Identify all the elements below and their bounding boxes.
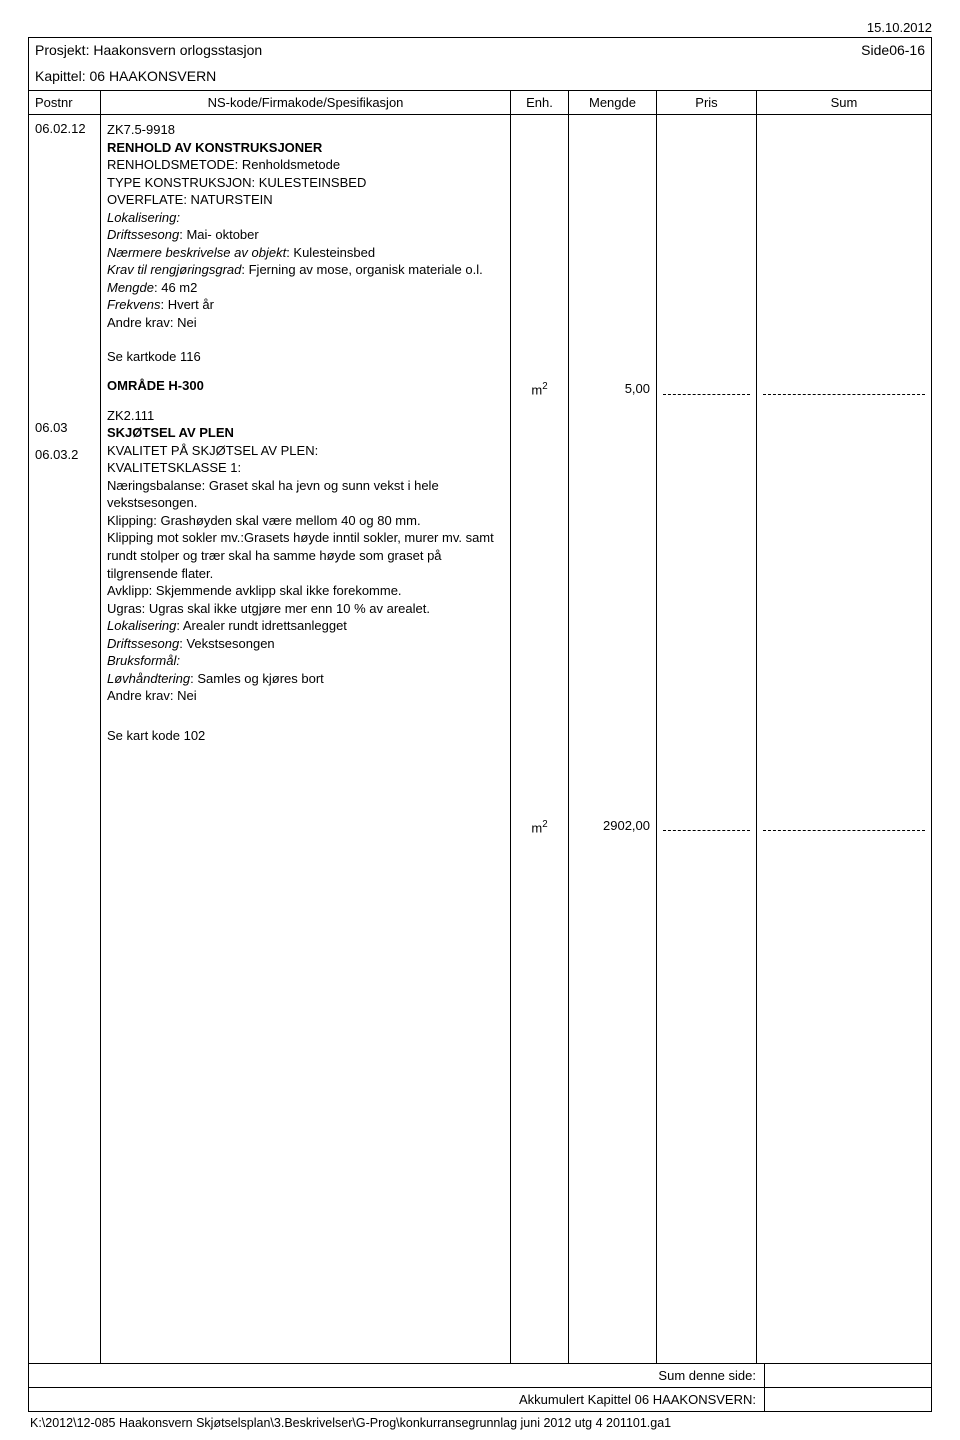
chapter-label: Kapittel: 06 HAAKONSVERN	[29, 60, 931, 90]
table-header: Postnr NS-kode/Firmakode/Spesifikasjon E…	[29, 91, 931, 115]
item1-pris-dash	[663, 377, 750, 395]
item1-l1: RENHOLDSMETODE: Renholdsmetode	[107, 156, 504, 174]
item2-i5: Andre krav: Nei	[107, 687, 504, 705]
item2-l7: Ugras: Ugras skal ikke utgjøre mer enn 1…	[107, 600, 504, 618]
col-mengde: Mengde	[569, 91, 657, 114]
area-title: OMRÅDE H-300	[107, 377, 504, 395]
col-postnr: Postnr	[29, 91, 101, 114]
item1-qty: 5,00	[569, 375, 656, 402]
item1-i6b: : Hvert år	[160, 297, 213, 312]
item2-l3: Næringsbalanse: Graset skal ha jevn og s…	[107, 477, 504, 512]
item2-l2: KVALITETSKLASSE 1:	[107, 459, 504, 477]
item2-unit: m2	[511, 813, 568, 841]
item1-ref: Se kartkode 116	[107, 348, 504, 366]
item2-sum-dash	[763, 813, 925, 831]
item1-l3: OVERFLATE: NATURSTEIN	[107, 191, 504, 209]
item1-title: RENHOLD AV KONSTRUKSJONER	[107, 139, 504, 157]
footer-sums: Sum denne side: Akkumulert Kapittel 06 H…	[29, 1363, 931, 1411]
item2-code: ZK2.111	[107, 407, 504, 425]
spec-item-2: ZK2.111 SKJØTSEL AV PLEN KVALITET PÅ SKJ…	[101, 405, 510, 755]
item2-l6: Avklipp: Skjemmende avklipp skal ikke fo…	[107, 582, 504, 600]
col-enh: Enh.	[511, 91, 569, 114]
spec-area: OMRÅDE H-300	[101, 375, 510, 405]
col-spec: NS-kode/Firmakode/Spesifikasjon	[101, 91, 511, 114]
project-label: Prosjekt: Haakonsvern orlogsstasjon	[35, 42, 262, 58]
item2-i4a: Løvhåndtering	[107, 671, 190, 686]
item1-sum-dash	[763, 377, 925, 395]
item2-title: SKJØTSEL AV PLEN	[107, 424, 504, 442]
col-sum: Sum	[757, 91, 931, 114]
item1-i7: Andre krav: Nei	[107, 314, 504, 332]
page-date: 15.10.2012	[28, 20, 932, 35]
item1-l2: TYPE KONSTRUKSJON: KULESTEINSBED	[107, 174, 504, 192]
item1-i3a: Nærmere beskrivelse av objekt	[107, 245, 286, 260]
item2-l5: Klipping mot sokler mv.:Grasets høyde in…	[107, 529, 504, 582]
col-pris: Pris	[657, 91, 757, 114]
page-side: Side06-16	[861, 42, 925, 58]
item2-ref: Se kart kode 102	[107, 727, 504, 745]
item2-l4: Klipping: Grashøyden skal være mellom 40…	[107, 512, 504, 530]
item1-unit: m2	[511, 375, 568, 403]
item1-i6a: Frekvens	[107, 297, 160, 312]
item1-i5a: Mengde	[107, 280, 154, 295]
postnr-area: 06.03	[29, 414, 100, 445]
akk-label: Akkumulert Kapittel 06 HAAKONSVERN:	[29, 1388, 765, 1411]
item2-qty: 2902,00	[569, 812, 656, 839]
spec-item-1: ZK7.5-9918 RENHOLD AV KONSTRUKSJONER REN…	[101, 115, 510, 375]
item2-i3: Bruksformål:	[107, 652, 504, 670]
filepath: K:\2012\12-085 Haakonsvern Skjøtselsplan…	[28, 1412, 932, 1430]
postnr-1: 06.02.12	[29, 115, 100, 146]
item2-pris-dash	[663, 813, 750, 831]
item1-i2b: : Mai- oktober	[179, 227, 258, 242]
item1-i1: Lokalisering:	[107, 209, 504, 227]
item2-i2a: Driftssesong	[107, 636, 179, 651]
item2-i1a: Lokalisering	[107, 618, 176, 633]
item1-i4a: Krav til rengjøringsgrad	[107, 262, 241, 277]
item2-i1b: : Arealer rundt idrettsanlegget	[176, 618, 347, 633]
item2-l1: KVALITET PÅ SKJØTSEL AV PLEN:	[107, 442, 504, 460]
item1-i4b: : Fjerning av mose, organisk materiale o…	[241, 262, 482, 277]
document-frame: Prosjekt: Haakonsvern orlogsstasjon Side…	[28, 37, 932, 1412]
item1-i3b: : Kulesteinsbed	[286, 245, 375, 260]
sum-page-label: Sum denne side:	[29, 1364, 765, 1387]
postnr-2: 06.03.2	[29, 445, 100, 472]
item1-i2a: Driftssesong	[107, 227, 179, 242]
item1-i5b: : 46 m2	[154, 280, 197, 295]
item1-code: ZK7.5-9918	[107, 121, 504, 139]
item2-i2b: : Vekstsesongen	[179, 636, 274, 651]
item2-i4b: : Samles og kjøres bort	[190, 671, 324, 686]
